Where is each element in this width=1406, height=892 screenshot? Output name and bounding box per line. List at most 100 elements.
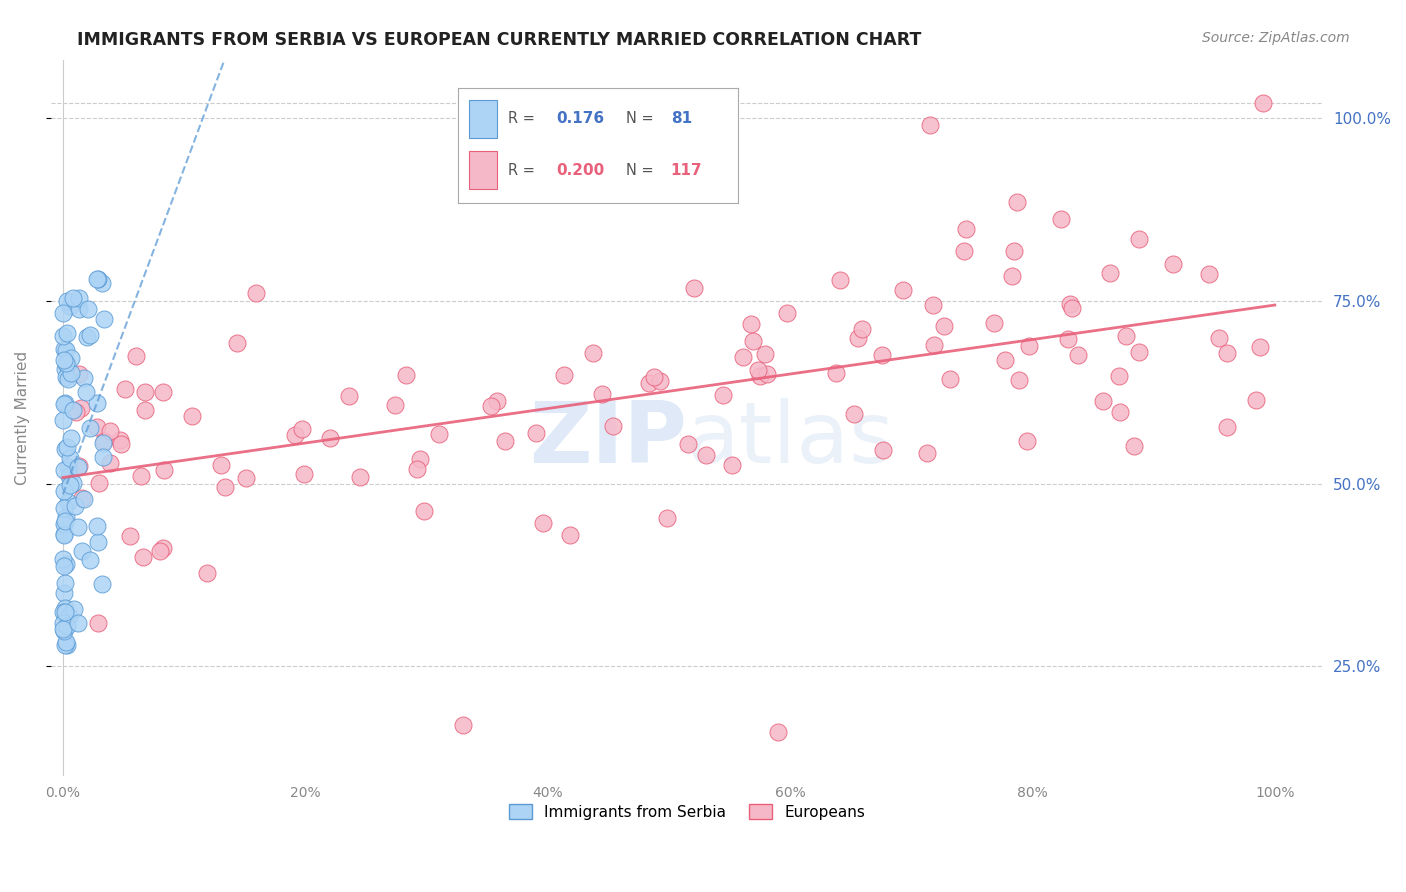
Point [66,615,89,630]
Point [53,624,76,639]
Point [1018,339,1040,353]
Point [955,222,977,236]
Point [76,330,98,344]
Point [53,586,76,600]
Point [720,458,742,472]
Point [406,462,429,476]
Point [53,608,76,623]
Point [638,376,661,390]
Point [114,383,136,397]
Point [53,639,76,653]
Point [1059,297,1081,311]
Point [339,389,361,403]
Point [1161,257,1184,271]
Point [524,426,547,441]
Point [70,401,93,415]
Point [226,336,249,351]
Point [1001,269,1024,284]
Point [713,388,735,402]
Point [53,601,76,615]
Point [683,281,706,295]
Point [766,725,789,739]
Point [643,369,665,384]
Point [55,514,77,528]
Point [90,577,112,591]
Point [75,385,97,400]
Point [58,608,80,623]
Point [53,605,76,619]
Point [828,273,851,287]
Point [1108,368,1130,383]
Point [742,334,765,348]
Point [591,386,613,401]
Point [110,437,132,451]
Point [922,298,945,312]
Point [67,301,90,316]
Point [349,470,371,484]
Y-axis label: Currently Married: Currently Married [15,351,30,485]
Point [72,371,94,385]
Point [291,422,314,436]
Point [152,541,174,555]
Point [55,634,77,648]
Point [55,619,77,633]
Point [56,293,79,308]
Point [209,458,232,473]
Point [62,403,84,417]
Point [747,363,769,377]
Point [395,368,418,383]
Point [53,484,76,499]
Point [920,119,942,133]
Point [824,366,846,380]
Point [1062,301,1084,316]
Point [59,431,82,445]
Point [79,421,101,435]
Point [52,306,75,320]
Point [53,527,76,541]
Point [52,606,75,620]
Point [53,396,76,410]
Point [56,440,79,454]
Point [582,345,605,359]
Point [56,326,79,341]
Point [76,301,98,316]
Text: Source: ZipAtlas.com: Source: ZipAtlas.com [1202,31,1350,45]
Point [58,469,80,483]
Point [79,553,101,567]
Point [89,475,111,490]
Point [152,384,174,399]
Point [1216,419,1239,434]
Point [846,331,869,345]
Point [91,450,114,464]
Point [55,638,77,652]
Point [1050,212,1073,227]
Point [67,291,90,305]
Point [86,519,108,533]
Point [100,424,122,438]
Point [59,451,82,466]
Point [695,448,717,462]
Point [1128,232,1150,246]
Point [52,622,75,636]
Point [993,353,1015,368]
Point [55,355,77,369]
Point [553,368,575,382]
Point [134,402,156,417]
Point [55,510,77,524]
Point [56,460,79,475]
Point [87,615,110,630]
Point [56,372,79,386]
Point [384,398,406,412]
Point [409,452,432,467]
Point [740,317,762,331]
Point [1057,332,1080,346]
Point [73,491,96,506]
Point [93,312,115,326]
Point [79,328,101,343]
Point [1067,348,1090,362]
Point [1244,393,1267,408]
Point [479,399,502,413]
Point [1099,266,1122,280]
Point [153,463,176,477]
Point [131,549,153,564]
